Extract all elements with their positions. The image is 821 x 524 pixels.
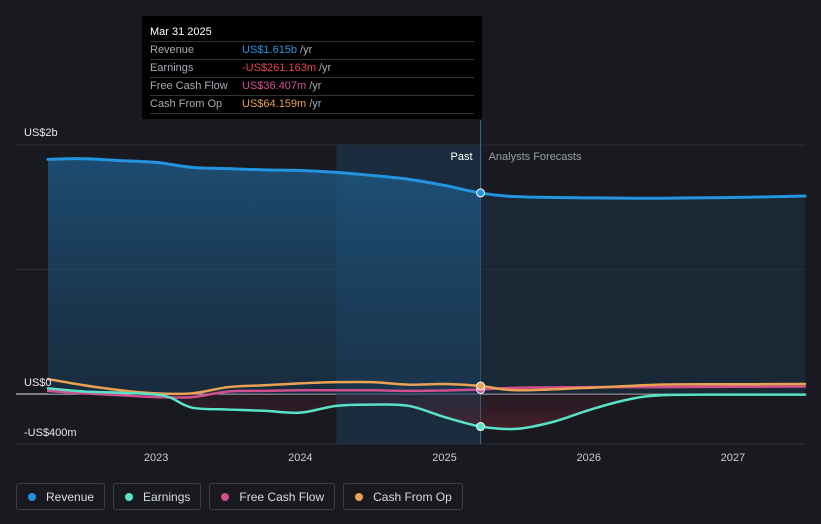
tooltip-label: Revenue	[150, 44, 195, 56]
revenue-forecast-area	[480, 192, 805, 394]
marker-cash-from-op	[476, 381, 486, 391]
revenue-dot-icon	[28, 492, 36, 501]
earnings-area	[48, 388, 805, 430]
marker-revenue	[476, 188, 486, 198]
series-line-revenue	[46, 157, 807, 200]
earnings-dot-icon	[125, 492, 134, 501]
legend-label: Free Cash Flow	[239, 489, 325, 504]
legend: Revenue Earnings Free Cash Flow Cash Fro…	[16, 483, 463, 510]
tooltip: Mar 31 2025 Revenue US$1.615b /yr Earnin…	[142, 16, 482, 119]
cash-from-op-dot-icon	[355, 492, 364, 501]
x-tick-label: 2027	[721, 452, 745, 464]
tooltip-value: US$36.407m	[242, 80, 307, 92]
tooltip-unit: /yr	[319, 62, 332, 74]
legend-item-revenue[interactable]: Revenue	[16, 483, 106, 510]
tooltip-row-revenue: Revenue US$1.615b /yr	[150, 42, 474, 60]
marker-earnings	[476, 422, 486, 432]
y-tick-label: US$2b	[24, 127, 58, 139]
x-tick-label: 2024	[288, 452, 312, 464]
forecast-label: Analysts Forecasts	[489, 151, 582, 163]
legend-item-free-cash-flow[interactable]: Free Cash Flow	[209, 483, 336, 510]
area-fills	[48, 158, 805, 430]
tooltip-label: Cash From Op	[150, 98, 223, 110]
axis-labels: US$2b US$0 -US$400m 2023 2024 2025 2026 2027 Pas…	[24, 127, 745, 464]
legend-item-cash-from-op[interactable]: Cash From Op	[343, 483, 463, 510]
tooltip-unit: /yr	[309, 98, 322, 110]
tooltip-row-earnings: Earnings -US$261.163m /yr	[150, 60, 474, 78]
free-cash-flow-dot-icon	[221, 492, 230, 501]
tooltip-row-free-cash-flow: Free Cash Flow US$36.407m /yr	[150, 78, 474, 96]
x-tick-label: 2023	[144, 452, 168, 464]
tooltip-value: -US$261.163m	[242, 62, 316, 74]
legend-item-earnings[interactable]: Earnings	[113, 483, 202, 510]
tooltip-unit: /yr	[309, 80, 322, 92]
x-tick-label: 2026	[576, 452, 600, 464]
tooltip-value: US$1.615b	[242, 44, 298, 56]
series-lines	[46, 157, 807, 431]
tooltip-value: US$64.159m	[242, 98, 307, 110]
legend-label: Cash From Op	[373, 489, 452, 504]
tooltip-row-cash-from-op: Cash From Op US$64.159m /yr	[150, 96, 474, 114]
tooltip-label: Earnings	[150, 62, 194, 74]
tooltip-label: Free Cash Flow	[150, 80, 228, 92]
legend-label: Revenue	[46, 489, 95, 504]
series-markers	[476, 188, 486, 432]
x-tick-label: 2025	[432, 452, 456, 464]
legend-label: Earnings	[143, 489, 191, 504]
y-tick-label: US$0	[24, 377, 52, 389]
revenue-area	[48, 158, 481, 394]
y-tick-label: -US$400m	[24, 427, 77, 439]
tooltip-unit: /yr	[300, 44, 313, 56]
tooltip-date: Mar 31 2025	[150, 24, 474, 42]
past-label: Past	[451, 151, 473, 163]
series-line-earnings	[46, 387, 807, 431]
